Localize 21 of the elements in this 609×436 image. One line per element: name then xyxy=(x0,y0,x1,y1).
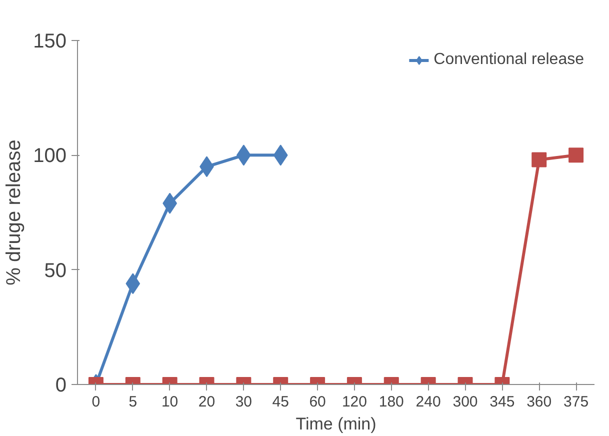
x-axis-title: Time (min) xyxy=(296,414,376,434)
x-tick-label: 120 xyxy=(342,394,367,410)
y-tick-label: 0 xyxy=(55,374,66,396)
x-tick-label: 0 xyxy=(92,394,100,410)
x-tick-label: 10 xyxy=(161,394,178,410)
x-tick-label: 5 xyxy=(128,394,138,410)
x-tick-label: 345 xyxy=(490,394,515,410)
y-axis-title: % druge release xyxy=(3,140,26,286)
x-tick-label: 20 xyxy=(198,394,216,410)
x-tick-label: 60 xyxy=(309,394,326,410)
x-tick-label: 45 xyxy=(272,394,289,410)
x-tick-label: 300 xyxy=(452,394,478,410)
x-tick-label: 240 xyxy=(416,394,441,410)
x-tick-label: 360 xyxy=(526,394,552,410)
x-tick-label: 30 xyxy=(235,394,252,410)
y-tick-label: 50 xyxy=(44,260,67,282)
x-tick-label: 375 xyxy=(564,394,589,410)
y-tick-label: 150 xyxy=(33,30,67,52)
y-tick-label: 100 xyxy=(33,145,67,168)
x-tick-label: 180 xyxy=(378,394,404,410)
legend-label: Conventional release xyxy=(434,51,584,69)
